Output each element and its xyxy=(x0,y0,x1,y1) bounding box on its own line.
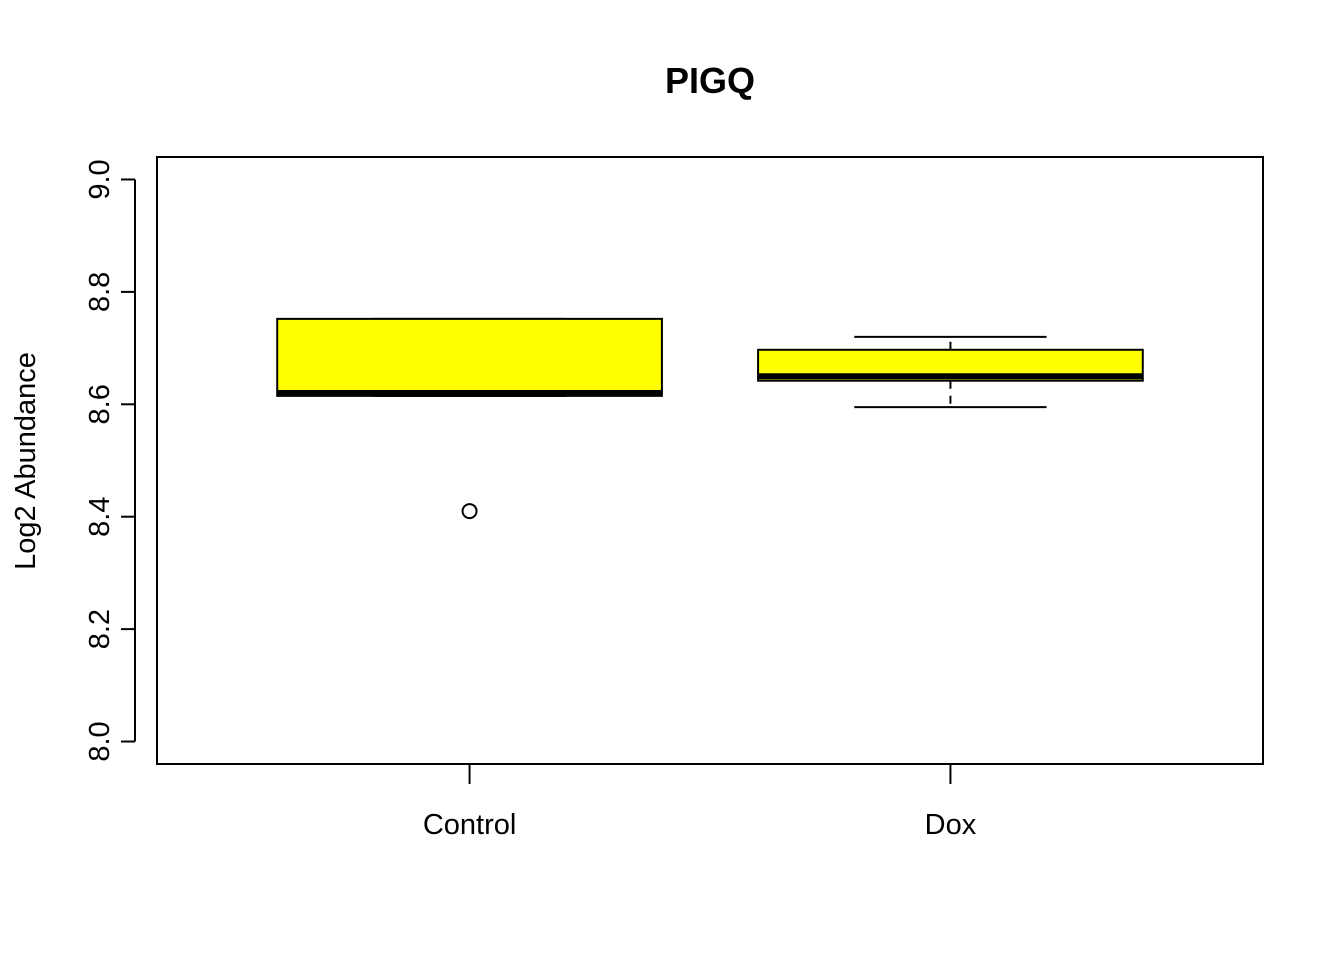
y-tick-label: 9.0 xyxy=(84,159,116,199)
y-tick-label: 8.4 xyxy=(84,497,116,537)
y-tick-label: 8.0 xyxy=(84,721,116,761)
box-control xyxy=(276,317,663,520)
box-dox xyxy=(757,335,1144,409)
chart-title: PIGQ xyxy=(665,60,755,101)
x-tick-label: Control xyxy=(423,809,517,841)
x-axis: Control Dox xyxy=(423,764,977,841)
x-tick-label: Dox xyxy=(925,809,977,841)
y-axis: 8.0 8.2 8.4 8.6 8.8 9.0 xyxy=(84,159,136,762)
y-tick-label: 8.6 xyxy=(84,384,116,424)
y-tick-label: 8.2 xyxy=(84,609,116,649)
iqr-box xyxy=(276,317,663,397)
outlier-point xyxy=(461,503,478,520)
boxes-layer xyxy=(276,317,1144,520)
y-tick-label: 8.8 xyxy=(84,272,116,312)
y-axis-label: Log2 Abundance xyxy=(10,352,42,570)
plot-frame xyxy=(156,156,1264,765)
